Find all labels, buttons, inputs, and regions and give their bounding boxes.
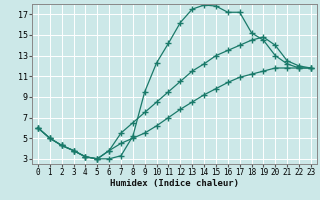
X-axis label: Humidex (Indice chaleur): Humidex (Indice chaleur) [110, 179, 239, 188]
